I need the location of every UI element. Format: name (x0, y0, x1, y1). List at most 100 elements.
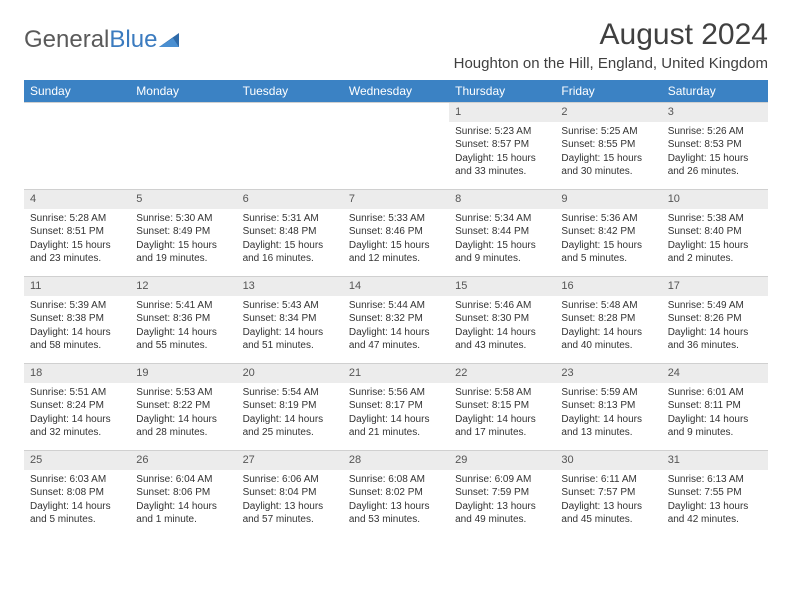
sunrise-text: Sunrise: 6:01 AM (668, 386, 762, 400)
week-row: 1 Sunrise: 5:23 AMSunset: 8:57 PM Daylight… (24, 102, 768, 189)
day-cell: 16Sunrise: 5:48 AMSunset: 8:28 PMDayligh… (555, 277, 661, 363)
sunset-text: Sunset: 8:13 PM (561, 399, 655, 413)
logo-text-2: Blue (109, 26, 157, 54)
daylight-text: Daylight: 14 hours and 25 minutes. (243, 413, 337, 440)
daylight-text: Daylight: 14 hours and 47 minutes. (349, 326, 443, 353)
day-number: 24 (662, 364, 768, 383)
sunset-text: Sunset: 7:57 PM (561, 486, 655, 500)
sunset-text: Sunset: 8:57 PM (455, 138, 549, 152)
day-number: 4 (24, 190, 130, 209)
dow-monday: Monday (130, 80, 236, 102)
sunset-text: Sunset: 8:24 PM (30, 399, 124, 413)
day-cell: 17Sunrise: 5:49 AMSunset: 8:26 PMDayligh… (662, 277, 768, 363)
sunset-text: Sunset: 8:30 PM (455, 312, 549, 326)
day-cell: 31Sunrise: 6:13 AMSunset: 7:55 PMDayligh… (662, 451, 768, 537)
dow-tuesday: Tuesday (237, 80, 343, 102)
dow-saturday: Saturday (662, 80, 768, 102)
day-body: Sunrise: 5:43 AMSunset: 8:34 PMDaylight:… (237, 296, 343, 357)
day-body: Sunrise: 5:25 AMSunset: 8:55 PMDaylight:… (555, 122, 661, 183)
daylight-text: Daylight: 14 hours and 21 minutes. (349, 413, 443, 440)
day-number: 23 (555, 364, 661, 383)
day-number (343, 103, 449, 107)
page-header: GeneralBlue August 2024 Houghton on the … (24, 18, 768, 72)
daylight-text: Daylight: 15 hours and 2 minutes. (668, 239, 762, 266)
daylight-text: Daylight: 15 hours and 9 minutes. (455, 239, 549, 266)
sunrise-text: Sunrise: 5:30 AM (136, 212, 230, 226)
day-body: Sunrise: 5:38 AMSunset: 8:40 PMDaylight:… (662, 209, 768, 270)
sunset-text: Sunset: 8:17 PM (349, 399, 443, 413)
sunrise-text: Sunrise: 6:08 AM (349, 473, 443, 487)
day-body: Sunrise: 6:09 AMSunset: 7:59 PMDaylight:… (449, 470, 555, 531)
day-body: Sunrise: 6:13 AMSunset: 7:55 PMDaylight:… (662, 470, 768, 531)
day-body: Sunrise: 6:01 AMSunset: 8:11 PMDaylight:… (662, 383, 768, 444)
sunset-text: Sunset: 8:44 PM (455, 225, 549, 239)
day-cell: 22Sunrise: 5:58 AMSunset: 8:15 PMDayligh… (449, 364, 555, 450)
sunrise-text: Sunrise: 5:46 AM (455, 299, 549, 313)
sunset-text: Sunset: 8:42 PM (561, 225, 655, 239)
logo-triangle-icon (159, 31, 181, 49)
sunrise-text: Sunrise: 5:56 AM (349, 386, 443, 400)
sunrise-text: Sunrise: 5:25 AM (561, 125, 655, 139)
daylight-text: Daylight: 14 hours and 1 minute. (136, 500, 230, 527)
daylight-text: Daylight: 15 hours and 23 minutes. (30, 239, 124, 266)
sunset-text: Sunset: 8:02 PM (349, 486, 443, 500)
day-cell: 7Sunrise: 5:33 AMSunset: 8:46 PMDaylight… (343, 190, 449, 276)
day-number: 8 (449, 190, 555, 209)
sunset-text: Sunset: 8:34 PM (243, 312, 337, 326)
sunset-text: Sunset: 8:49 PM (136, 225, 230, 239)
day-body: Sunrise: 5:48 AMSunset: 8:28 PMDaylight:… (555, 296, 661, 357)
day-number (237, 103, 343, 107)
daylight-text: Daylight: 13 hours and 45 minutes. (561, 500, 655, 527)
day-number: 9 (555, 190, 661, 209)
sunset-text: Sunset: 8:26 PM (668, 312, 762, 326)
day-cell: 23Sunrise: 5:59 AMSunset: 8:13 PMDayligh… (555, 364, 661, 450)
daylight-text: Daylight: 13 hours and 57 minutes. (243, 500, 337, 527)
sunrise-text: Sunrise: 5:58 AM (455, 386, 549, 400)
day-cell (130, 103, 236, 189)
sunrise-text: Sunrise: 5:34 AM (455, 212, 549, 226)
day-cell: 9Sunrise: 5:36 AMSunset: 8:42 PMDaylight… (555, 190, 661, 276)
daylight-text: Daylight: 14 hours and 28 minutes. (136, 413, 230, 440)
sunset-text: Sunset: 8:08 PM (30, 486, 124, 500)
week-row: 25Sunrise: 6:03 AMSunset: 8:08 PMDayligh… (24, 450, 768, 537)
day-number: 10 (662, 190, 768, 209)
day-number: 11 (24, 277, 130, 296)
sunset-text: Sunset: 8:51 PM (30, 225, 124, 239)
daylight-text: Daylight: 15 hours and 12 minutes. (349, 239, 443, 266)
day-cell: 19Sunrise: 5:53 AMSunset: 8:22 PMDayligh… (130, 364, 236, 450)
day-number: 1 (449, 103, 555, 122)
calendar-page: GeneralBlue August 2024 Houghton on the … (0, 0, 792, 555)
day-cell: 2Sunrise: 5:25 AMSunset: 8:55 PMDaylight… (555, 103, 661, 189)
day-number (130, 103, 236, 107)
day-number: 5 (130, 190, 236, 209)
day-cell (237, 103, 343, 189)
day-cell: 29Sunrise: 6:09 AMSunset: 7:59 PMDayligh… (449, 451, 555, 537)
sunset-text: Sunset: 8:06 PM (136, 486, 230, 500)
daylight-text: Daylight: 14 hours and 58 minutes. (30, 326, 124, 353)
sunrise-text: Sunrise: 5:39 AM (30, 299, 124, 313)
sunrise-text: Sunrise: 6:06 AM (243, 473, 337, 487)
sunrise-text: Sunrise: 5:54 AM (243, 386, 337, 400)
sunset-text: Sunset: 8:48 PM (243, 225, 337, 239)
day-cell (343, 103, 449, 189)
sunrise-text: Sunrise: 5:23 AM (455, 125, 549, 139)
day-number: 25 (24, 451, 130, 470)
sunrise-text: Sunrise: 6:04 AM (136, 473, 230, 487)
day-cell: 10Sunrise: 5:38 AMSunset: 8:40 PMDayligh… (662, 190, 768, 276)
sunrise-text: Sunrise: 5:41 AM (136, 299, 230, 313)
sunset-text: Sunset: 8:15 PM (455, 399, 549, 413)
day-number: 13 (237, 277, 343, 296)
sunset-text: Sunset: 8:46 PM (349, 225, 443, 239)
sunset-text: Sunset: 7:55 PM (668, 486, 762, 500)
day-cell: 13Sunrise: 5:43 AMSunset: 8:34 PMDayligh… (237, 277, 343, 363)
sunset-text: Sunset: 8:55 PM (561, 138, 655, 152)
day-cell: 20Sunrise: 5:54 AMSunset: 8:19 PMDayligh… (237, 364, 343, 450)
sunset-text: Sunset: 8:40 PM (668, 225, 762, 239)
daylight-text: Daylight: 15 hours and 26 minutes. (668, 152, 762, 179)
day-body: Sunrise: 5:34 AMSunset: 8:44 PMDaylight:… (449, 209, 555, 270)
dow-thursday: Thursday (449, 80, 555, 102)
sunrise-text: Sunrise: 6:13 AM (668, 473, 762, 487)
day-body: Sunrise: 5:44 AMSunset: 8:32 PMDaylight:… (343, 296, 449, 357)
day-number (24, 103, 130, 107)
daylight-text: Daylight: 15 hours and 16 minutes. (243, 239, 337, 266)
